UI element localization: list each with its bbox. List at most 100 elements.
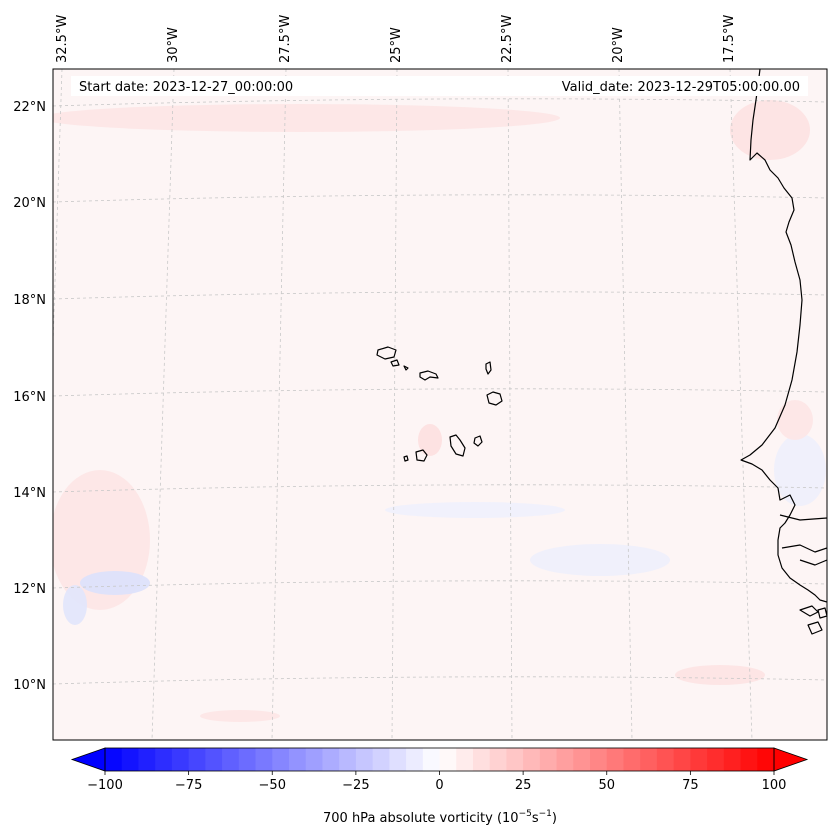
parallel-line: [53, 98, 827, 107]
colorbar-tick-label: −100: [87, 778, 123, 793]
parallel-line: [53, 676, 827, 685]
meridian-line: [271, 69, 287, 740]
parallel-line: [53, 194, 827, 203]
colorbar-bin: [339, 748, 357, 771]
colorbar-bin: [238, 748, 257, 771]
colorbar-bin: [121, 748, 139, 771]
colorbar-title: 700 hPa absolute vorticity (10−5s−1): [323, 809, 557, 826]
vorticity-field: [53, 100, 826, 722]
lon-label: 22.5°W: [500, 15, 515, 63]
island-boa-vista: [486, 391, 503, 406]
colorbar-bin: [255, 748, 273, 771]
vorticity-patch: [774, 434, 826, 506]
colorbar-bin: [707, 748, 725, 771]
lat-label: 14°N: [13, 486, 46, 501]
colorbar-min-extend-arrow: [70, 747, 106, 772]
colorbar-bin: [606, 748, 624, 771]
lat-label: 22°N: [13, 100, 46, 115]
colorbar-tick-label: −75: [175, 778, 202, 793]
vorticity-patch: [777, 400, 813, 440]
meridian-line: [391, 69, 398, 740]
colorbar-bin: [288, 748, 307, 771]
colorbar-bin: [105, 748, 123, 771]
header-background: [71, 76, 808, 96]
start-date-label: Start date: 2023-12-27_00:00:00: [79, 80, 293, 95]
colorbar-bin: [640, 748, 658, 771]
colorbar-bin: [456, 748, 474, 771]
colorbar-bin: [205, 748, 223, 771]
latitude-labels: 22°N 20°N 18°N 16°N 14°N 12°N 10°N: [13, 100, 46, 693]
colorbar-title-exp2: −1: [539, 809, 552, 819]
island: [807, 621, 823, 635]
colorbar-tick-label: 25: [515, 778, 532, 793]
colorbar-tick-label: 0: [435, 778, 443, 793]
lat-label: 12°N: [13, 582, 46, 597]
lon-label: 32.5°W: [55, 15, 70, 63]
colorbar-bin: [656, 748, 675, 771]
coastline-inlet: [799, 559, 827, 566]
colorbar-bin: [506, 748, 524, 771]
colorbar-bin: [389, 748, 407, 771]
lon-label: 20°W: [611, 27, 626, 63]
colorbar-bin: [305, 748, 323, 771]
island-sao-vicente: [390, 359, 400, 367]
vorticity-patch: [730, 100, 810, 160]
coastline: [376, 69, 827, 635]
meridian-line: [507, 69, 513, 740]
colorbar-max-extend-arrow: [773, 747, 809, 772]
colorbar-bin: [740, 748, 758, 771]
colorbar-bin: [723, 748, 742, 771]
colorbar-tick-label: −25: [342, 778, 369, 793]
valid-date-label: Valid_date: 2023-12-29T05:00:00.00: [562, 80, 800, 95]
map-background: [53, 69, 827, 740]
parallel-line: [53, 580, 827, 589]
colorbar-bin: [757, 748, 775, 771]
colorbar-bin: [272, 748, 290, 771]
vorticity-patch: [80, 571, 150, 595]
parallel-line: [53, 291, 827, 300]
colorbar-bin: [372, 748, 390, 771]
graticule: [53, 69, 827, 740]
colorbar-bin: [355, 748, 374, 771]
island-brava: [403, 455, 409, 462]
lon-label: 27.5°W: [278, 15, 293, 63]
colorbar: −100 −75 −50 −25 0 25 50 75 100 700 hPa absolute…: [70, 747, 809, 826]
vorticity-patch: [675, 665, 765, 685]
colorbar-bin: [222, 748, 240, 771]
colorbar-bin: [322, 748, 340, 771]
colorbar-title-main: 700 hPa absolute vorticity (10: [323, 811, 519, 826]
vorticity-patch: [418, 424, 442, 456]
lat-label: 16°N: [13, 390, 46, 405]
map-frame: [52, 68, 828, 741]
colorbar-bin: [523, 748, 541, 771]
island: [817, 607, 827, 619]
colorbar-bin: [439, 748, 457, 771]
island-sal: [485, 361, 492, 375]
island-fogo: [415, 449, 428, 462]
parallel-line: [53, 484, 827, 493]
meridian-line: [729, 69, 753, 740]
vorticity-patch: [63, 585, 87, 625]
colorbar-title-mid: s: [532, 811, 539, 826]
colorbar-bin: [155, 748, 173, 771]
colorbar-bin: [138, 748, 156, 771]
colorbar-bin: [171, 748, 190, 771]
colorbar-tick-label: 100: [762, 778, 787, 793]
island-santo-antao: [376, 346, 397, 360]
colorbar-tick-label: 75: [682, 778, 699, 793]
coastline-inlet: [779, 514, 827, 521]
longitude-labels: 32.5°W 30°W 27.5°W 25°W 22.5°W 20°W 17.5…: [55, 15, 737, 63]
colorbar-bin: [573, 748, 591, 771]
colorbar-tick-label: −50: [259, 778, 286, 793]
island-santa-luzia: [403, 365, 409, 371]
meridian-line: [151, 69, 175, 740]
meridian-line: [618, 69, 633, 740]
vorticity-patch: [385, 502, 565, 518]
vorticity-patch: [53, 104, 560, 132]
lat-label: 10°N: [13, 678, 46, 693]
coastline-inlet: [781, 544, 827, 553]
colorbar-bin: [539, 748, 558, 771]
lon-label: 17.5°W: [722, 15, 737, 63]
colorbar-bin: [623, 748, 641, 771]
colorbar-bin: [422, 748, 441, 771]
